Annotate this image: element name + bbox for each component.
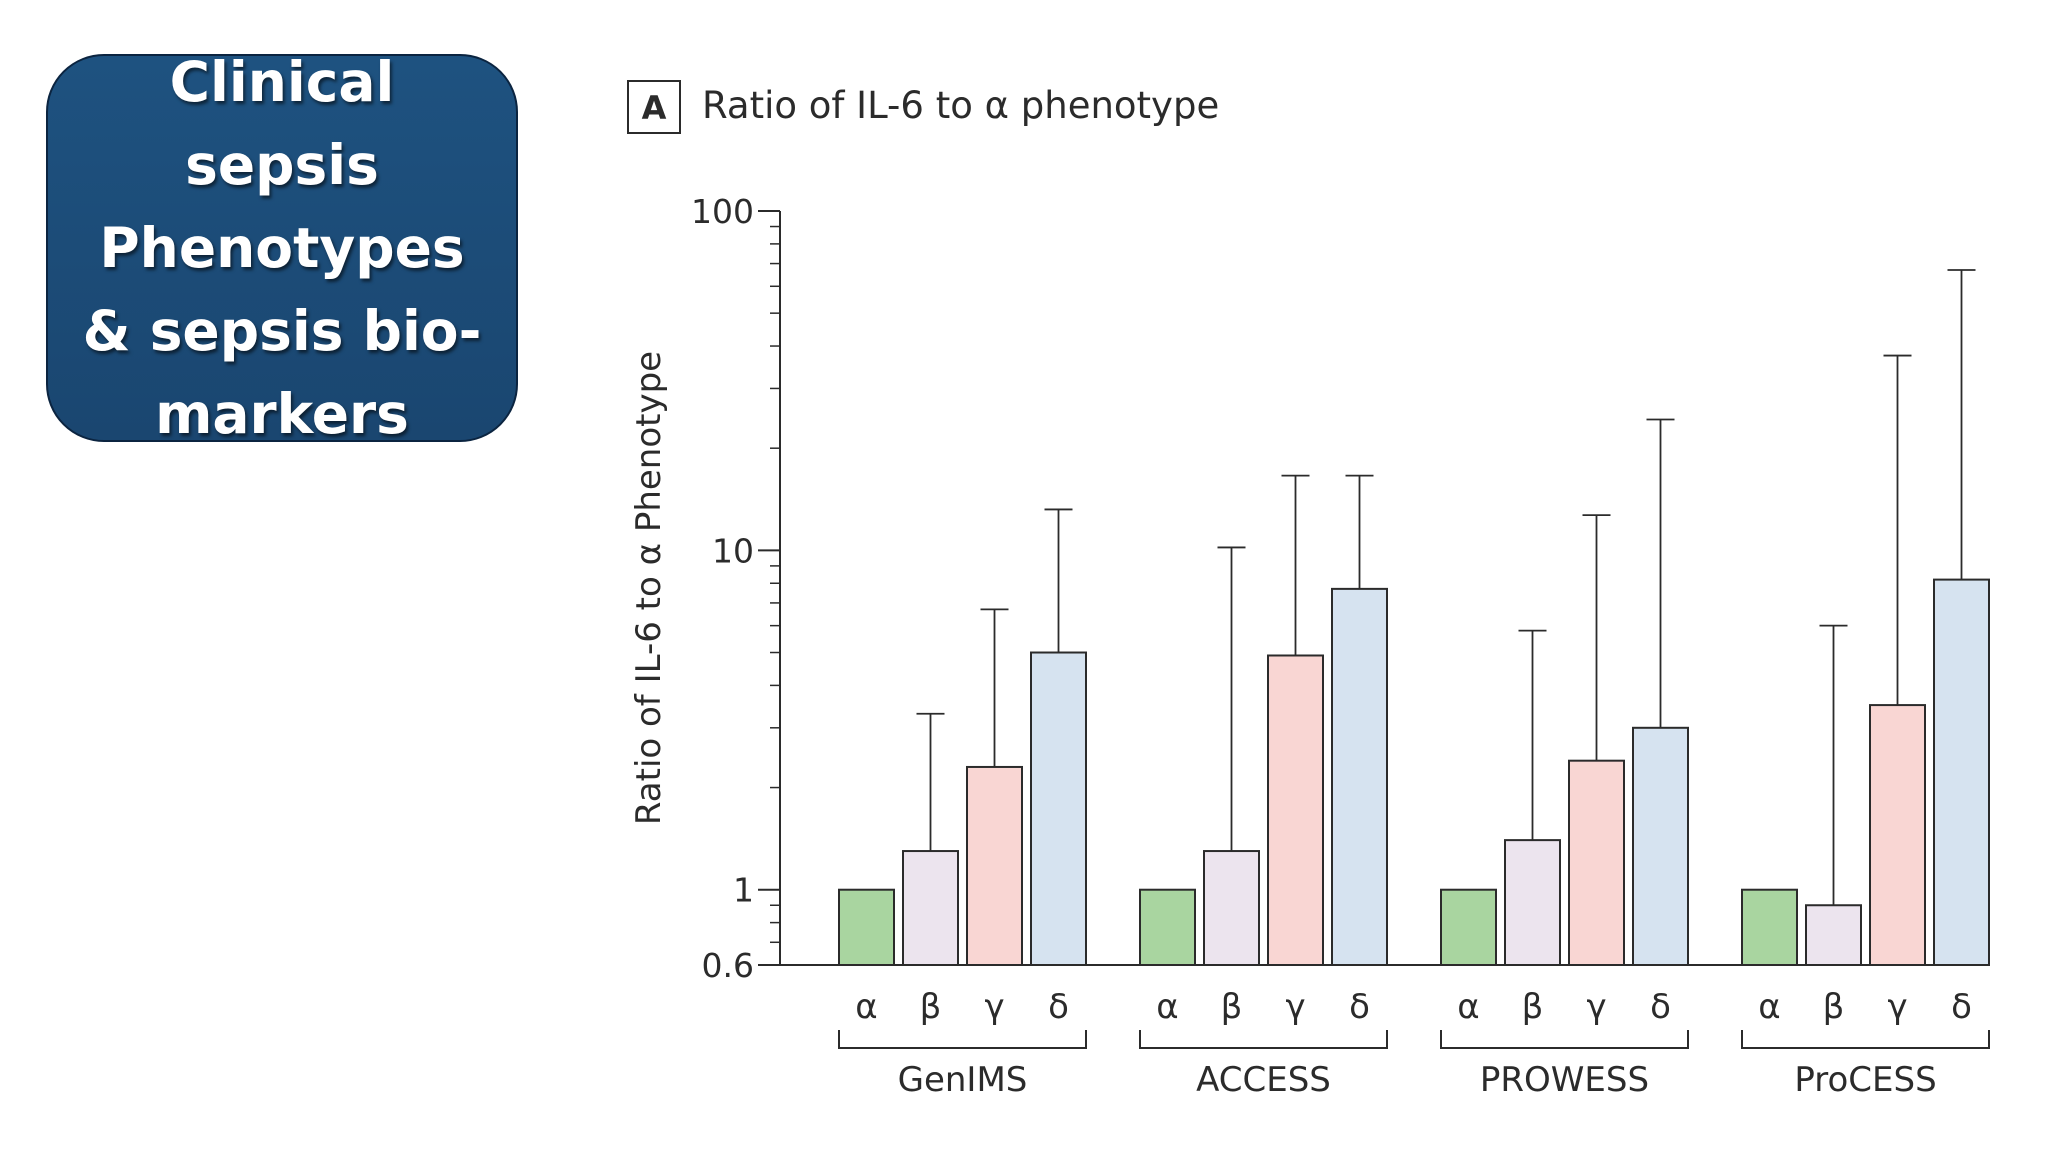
x-tick-label: β bbox=[1522, 987, 1544, 1027]
y-tick-label: 100 bbox=[691, 192, 754, 231]
bar bbox=[838, 888, 895, 966]
group-label: ProCESS bbox=[1794, 1060, 1936, 1100]
group-bracket bbox=[838, 1030, 1087, 1049]
x-tick-label: β bbox=[1823, 987, 1845, 1027]
x-tick-label: δ bbox=[1048, 987, 1069, 1027]
x-tick-label: β bbox=[920, 987, 942, 1027]
x-tick-label: β bbox=[1221, 987, 1243, 1027]
y-tick-label: 10 bbox=[712, 531, 754, 570]
bar bbox=[1267, 654, 1324, 966]
group-label: ACCESS bbox=[1196, 1060, 1331, 1100]
y-tick-label: 0.6 bbox=[702, 946, 754, 985]
bar bbox=[1504, 839, 1561, 967]
bar bbox=[1203, 850, 1260, 966]
x-tick-label: γ bbox=[1887, 987, 1907, 1027]
y-tick-label: 1 bbox=[733, 871, 754, 910]
x-tick-label: α bbox=[1457, 987, 1479, 1027]
bar bbox=[902, 850, 959, 966]
slide-title-box: Clinical sepsis Phenotypes & sepsis bio-… bbox=[46, 50, 518, 446]
x-tick-label: δ bbox=[1951, 987, 1972, 1027]
x-tick-label: α bbox=[1758, 987, 1780, 1027]
x-tick-label: δ bbox=[1650, 987, 1671, 1027]
x-tick-label: δ bbox=[1349, 987, 1370, 1027]
slide-title: Clinical sepsis Phenotypes & sepsis bio-… bbox=[82, 49, 482, 446]
x-tick-label: γ bbox=[1285, 987, 1305, 1027]
bar bbox=[1030, 651, 1087, 966]
panel-label-box bbox=[627, 80, 681, 134]
bar bbox=[1805, 904, 1862, 966]
x-tick-label: α bbox=[855, 987, 877, 1027]
bar bbox=[1632, 726, 1689, 967]
bar bbox=[1741, 888, 1798, 966]
bar bbox=[1568, 759, 1625, 966]
bar bbox=[1331, 587, 1388, 966]
x-tick-label: γ bbox=[1586, 987, 1606, 1027]
group-bracket bbox=[1440, 1030, 1689, 1049]
bar bbox=[1139, 888, 1196, 966]
group-label: GenIMS bbox=[898, 1060, 1028, 1100]
bar bbox=[1933, 578, 1990, 966]
y-axis-label: Ratio of IL-6 to α Phenotype bbox=[629, 351, 669, 825]
bar bbox=[966, 765, 1023, 966]
group-bracket bbox=[1741, 1030, 1990, 1049]
group-label: PROWESS bbox=[1480, 1060, 1649, 1100]
group-bracket bbox=[1139, 1030, 1388, 1049]
x-tick-label: γ bbox=[984, 987, 1004, 1027]
bar bbox=[1869, 704, 1926, 966]
x-tick-label: α bbox=[1156, 987, 1178, 1027]
chart-title: Ratio of IL-6 to α phenotype bbox=[702, 84, 1219, 127]
panel-label: A bbox=[642, 89, 667, 127]
bar bbox=[1440, 888, 1497, 966]
